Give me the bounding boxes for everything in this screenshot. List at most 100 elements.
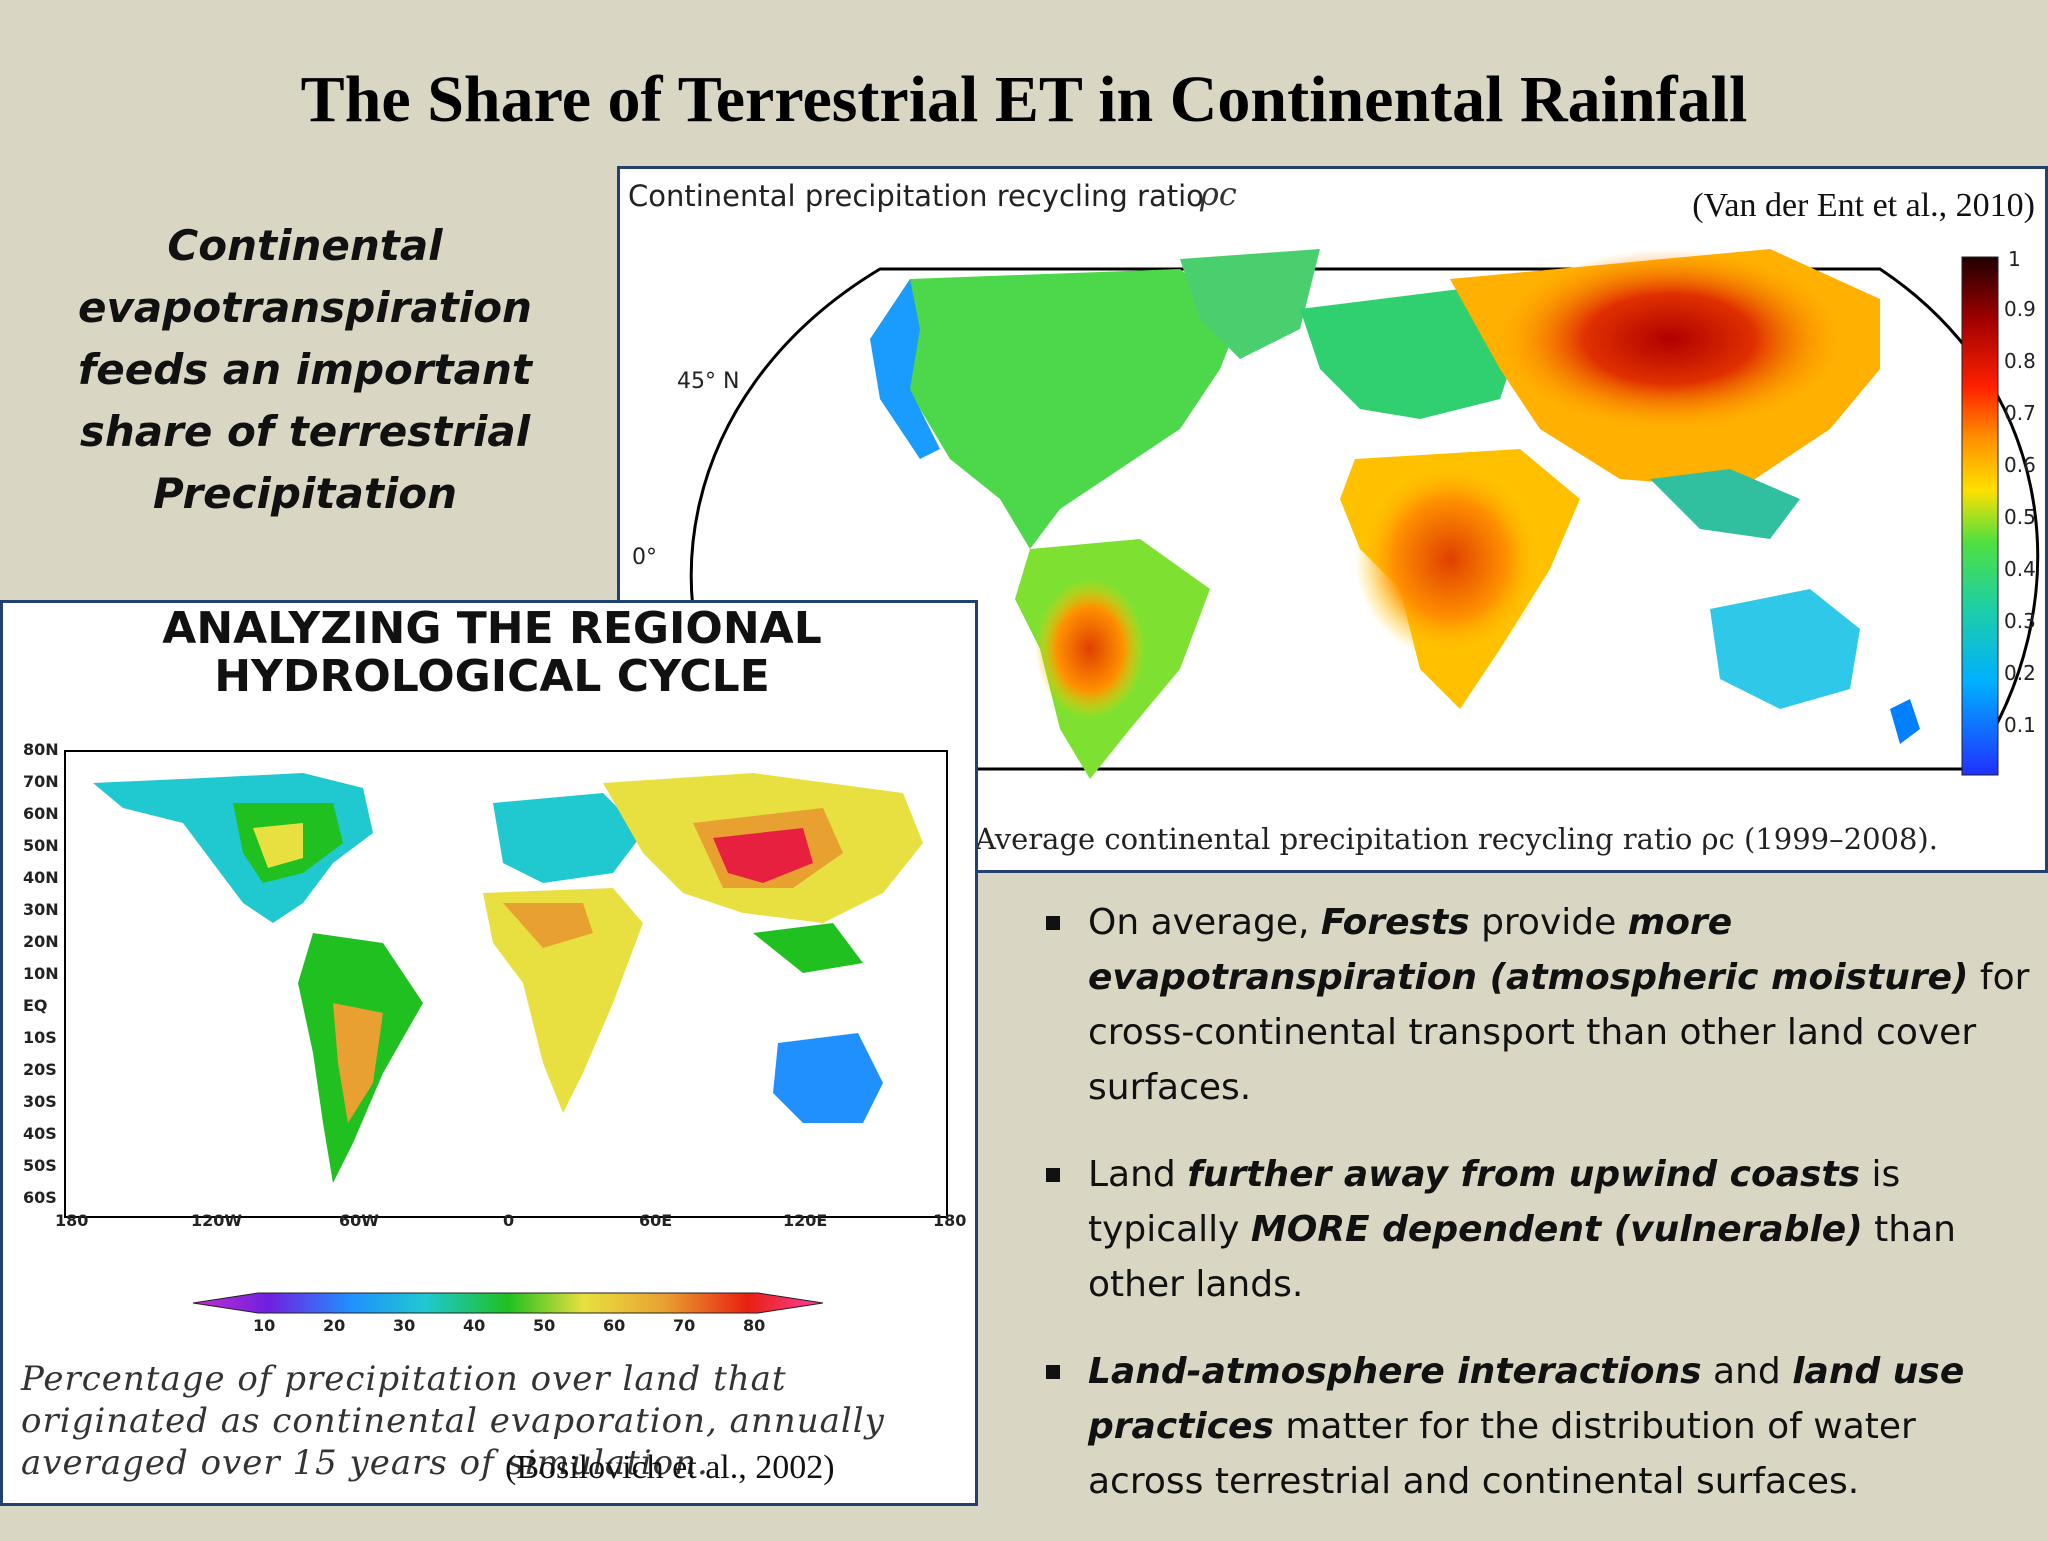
bullet-emphasis: land use practices — [1088, 1351, 1965, 1447]
bullet-emphasis: more evapotranspiration (atmospheric moi… — [1088, 902, 1969, 998]
figure-title: Continental precipitation recycling rati… — [628, 179, 1204, 213]
asia-hot-shape — [713, 828, 813, 883]
lat-tick: 40N — [23, 868, 59, 887]
key-points-list: On average, Forests provide more evapotr… — [1040, 895, 2040, 1541]
lat-tick: 70N — [23, 772, 59, 791]
lon-tick: 120W — [191, 1211, 243, 1230]
europe-shape — [1300, 289, 1520, 419]
lat-label-0: 0° — [632, 545, 657, 570]
lat-tick: 50S — [23, 1156, 57, 1175]
bullet-text: Land-atmosphere interactions and land us… — [1088, 1351, 1964, 1502]
bullet-item: On average, Forests provide more evapotr… — [1040, 895, 2040, 1115]
lon-tick: 120E — [783, 1211, 828, 1230]
bullet-text: Land further away from upwind coasts is … — [1088, 1154, 1956, 1305]
lead-line: Continental — [167, 221, 443, 270]
lon-tick: 0 — [503, 1211, 515, 1230]
africa-core-shape — [503, 903, 593, 948]
citation-van-der-ent: (Van der Ent et al., 2010) — [1692, 187, 2035, 224]
colorbar-tick: 10 — [253, 1316, 276, 1335]
colorbar-tick: 20 — [323, 1316, 346, 1335]
bullet-run: Land — [1088, 1154, 1188, 1195]
figure-title: ANALYZING THE REGIONAL HYDROLOGICAL CYCL… — [3, 605, 981, 701]
north-america-core-shape — [253, 823, 303, 868]
lead-line: evapotranspiration — [78, 283, 532, 332]
colorbar-tick: 50 — [533, 1316, 556, 1335]
lat-tick: 30S — [23, 1092, 57, 1111]
colorbar-tick: 0.1 — [2004, 713, 2036, 737]
south-america-hot-shape — [1035, 579, 1145, 719]
greenland-shape — [1180, 249, 1320, 359]
colorbar-tick: 40 — [463, 1316, 486, 1335]
bullet-item: Land-atmosphere interactions and land us… — [1040, 1344, 2040, 1509]
lon-tick: 60E — [639, 1211, 673, 1230]
lon-tick: 60W — [339, 1211, 379, 1230]
new-zealand-shape — [1890, 699, 1920, 744]
bullet-text: On average, Forests provide more evapotr… — [1088, 902, 2029, 1108]
lon-tick: 180 — [55, 1211, 89, 1230]
colorbar-tick: 0.4 — [2004, 557, 2036, 581]
continental-evaporation-map — [64, 750, 948, 1314]
regional-hydrology-figure: ANALYZING THE REGIONAL HYDROLOGICAL CYCL… — [0, 600, 978, 1506]
slide-title: The Share of Terrestrial ET in Continent… — [300, 63, 1748, 136]
citation-bosilovich: (Bosilovich et al., 2002) — [505, 1449, 835, 1486]
lead-line: Precipitation — [152, 469, 458, 518]
lat-tick: EQ — [23, 996, 48, 1015]
bullet-run: matter for the distribution of water acr… — [1088, 1406, 1916, 1502]
africa-shape — [483, 888, 643, 1113]
lat-tick: 80N — [23, 740, 59, 759]
bullet-run: On average, — [1088, 902, 1321, 943]
bullet-item: Land further away from upwind coasts is … — [1040, 1147, 2040, 1312]
south-america-core-shape — [333, 1003, 383, 1123]
bullet-square-icon — [1046, 916, 1060, 930]
bullet-square-icon — [1046, 1168, 1060, 1182]
title-line: ANALYZING THE REGIONAL — [162, 603, 822, 654]
australia-shape — [773, 1033, 883, 1123]
lead-line: feeds an important — [78, 345, 532, 394]
lon-tick: 180 — [933, 1211, 967, 1230]
bullet-run: than other lands. — [1088, 1209, 1956, 1305]
lat-tick: 10N — [23, 964, 59, 983]
colorbar-tick: 1 — [2008, 247, 2021, 271]
bullet-emphasis: further away from upwind coasts — [1187, 1154, 1861, 1195]
evaporation-colorbar — [192, 1292, 824, 1314]
africa-hot-shape — [1355, 459, 1545, 659]
lat-tick: 40S — [23, 1124, 57, 1143]
europe-shape — [493, 793, 643, 883]
colorbar-tick: 30 — [393, 1316, 416, 1335]
bullet-emphasis: Land-atmosphere interactions — [1088, 1351, 1702, 1392]
colorbar-tick: 80 — [743, 1316, 766, 1335]
lat-tick: 60S — [23, 1188, 57, 1207]
title-line: HYDROLOGICAL CYCLE — [214, 651, 770, 702]
lead-line: share of terrestrial — [79, 407, 531, 456]
bullet-emphasis: MORE dependent (vulnerable) — [1250, 1209, 1863, 1250]
lat-tick: 60N — [23, 804, 59, 823]
colorbar-tick: 0.8 — [2004, 349, 2036, 373]
rho-symbol: ρc — [1200, 175, 1237, 213]
lat-label-45n: 45° N — [677, 369, 740, 394]
colorbar-tick: 0.2 — [2004, 661, 2036, 685]
colorbar-tick: 0.9 — [2004, 297, 2036, 321]
colorbar-tick: 70 — [673, 1316, 696, 1335]
bullet-emphasis: Forests — [1320, 902, 1470, 943]
se-asia-shape — [753, 923, 863, 973]
lead-text: Continental evapotranspiration feeds an … — [60, 215, 550, 525]
lat-tick: 50N — [23, 836, 59, 855]
asia-hot-shape — [1500, 249, 1840, 429]
australia-shape — [1710, 589, 1860, 709]
figure-caption: Average continental precipitation recycl… — [975, 814, 2035, 864]
lat-tick: 30N — [23, 900, 59, 919]
colorbar-tick: 0.6 — [2004, 453, 2036, 477]
bullet-run: for cross-continental transport than oth… — [1088, 957, 2030, 1108]
se-asia-shape — [1650, 469, 1800, 539]
bullet-square-icon — [1046, 1365, 1060, 1379]
bullet-run: is typically — [1088, 1154, 1901, 1250]
lat-tick: 20N — [23, 932, 59, 951]
recycling-ratio-figure: Continental precipitation recycling rati… — [617, 166, 2048, 873]
figure-caption: Percentage of precipitation over land th… — [21, 1359, 885, 1483]
bullet-run: provide — [1469, 902, 1628, 943]
colorbar-tick: 0.7 — [2004, 401, 2036, 425]
lat-tick: 10S — [23, 1028, 57, 1047]
colorbar-tick: 60 — [603, 1316, 626, 1335]
colorbar-tick: 0.3 — [2004, 609, 2036, 633]
north-america-shape — [890, 269, 1240, 549]
